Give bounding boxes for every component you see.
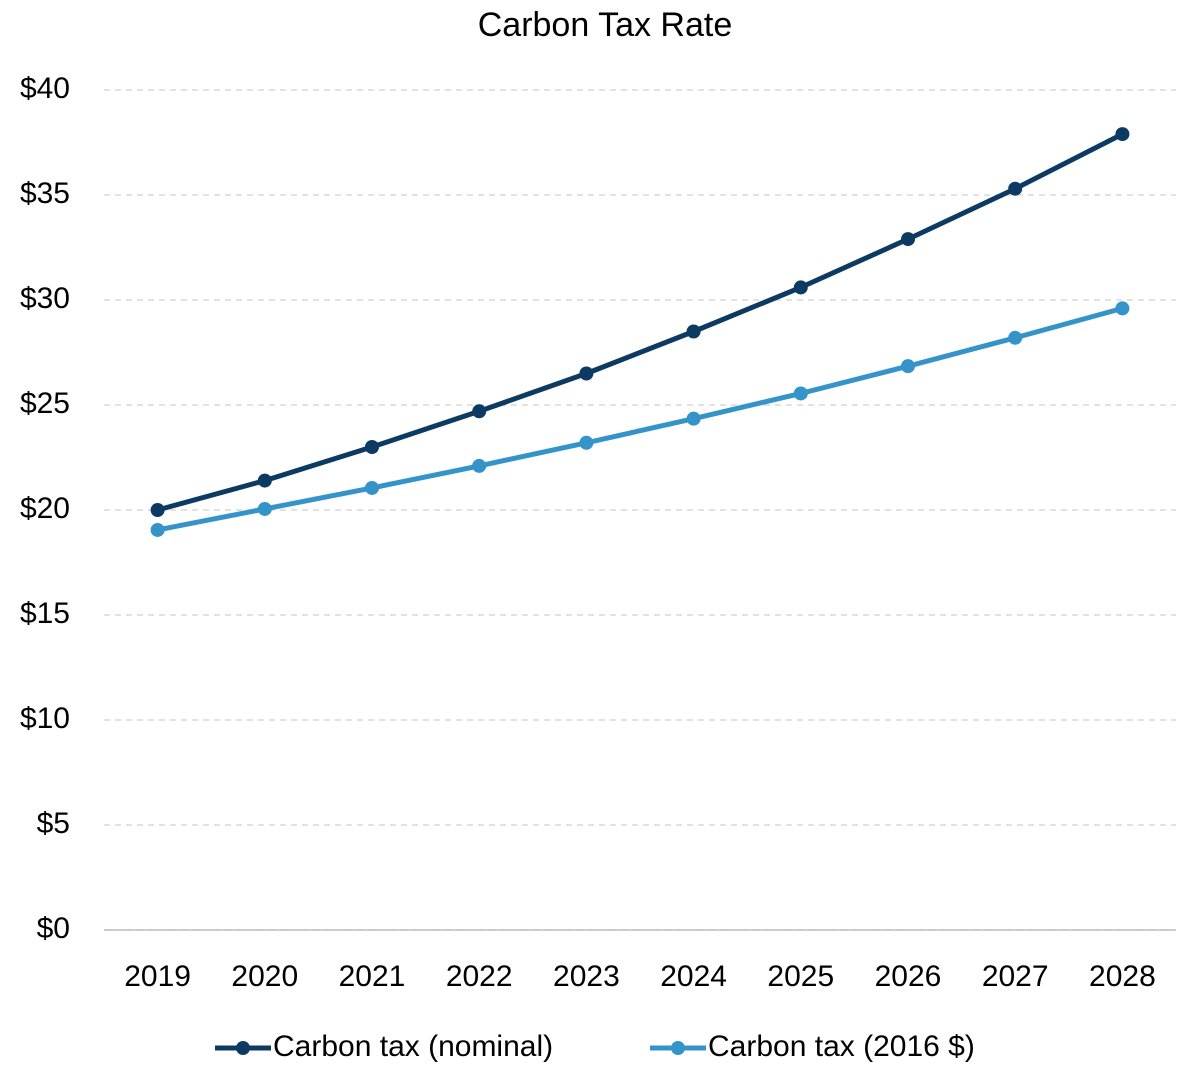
data-point bbox=[686, 324, 701, 339]
y-tick-label: $35 bbox=[20, 177, 70, 210]
x-tick-label: 2021 bbox=[339, 960, 406, 993]
x-tick-label: 2023 bbox=[553, 960, 620, 993]
y-tick-label: $5 bbox=[37, 807, 70, 840]
series-line bbox=[157, 305, 1124, 533]
data-point bbox=[150, 503, 165, 517]
legend-marker bbox=[671, 1041, 685, 1055]
x-tick-label: 2027 bbox=[982, 960, 1049, 993]
data-point bbox=[1008, 330, 1023, 345]
data-point bbox=[1115, 127, 1130, 142]
y-tick-label: $30 bbox=[20, 282, 70, 315]
x-tick-label: 2026 bbox=[875, 960, 942, 993]
data-point bbox=[257, 473, 272, 488]
data-point bbox=[257, 501, 272, 516]
x-tick-label: 2028 bbox=[1089, 960, 1156, 993]
data-point bbox=[901, 359, 915, 374]
data-point bbox=[472, 404, 487, 419]
y-tick-label: $25 bbox=[20, 387, 70, 420]
data-point bbox=[365, 440, 379, 454]
x-tick-label: 2024 bbox=[660, 960, 727, 993]
data-point bbox=[150, 522, 165, 537]
x-tick-label: 2020 bbox=[231, 960, 298, 993]
y-tick-label: $40 bbox=[20, 72, 70, 105]
y-tick-label: $20 bbox=[20, 492, 70, 525]
data-point bbox=[686, 411, 701, 426]
data-point bbox=[793, 280, 808, 295]
data-point bbox=[901, 232, 915, 247]
legend-marker bbox=[236, 1041, 250, 1055]
y-tick-label: $15 bbox=[20, 597, 70, 630]
data-point bbox=[365, 480, 379, 495]
data-point bbox=[472, 458, 487, 473]
data-point bbox=[1115, 301, 1130, 316]
x-tick-label: 2022 bbox=[446, 960, 513, 993]
x-tick-label: 2025 bbox=[767, 960, 834, 993]
data-point bbox=[793, 386, 808, 401]
data-point bbox=[579, 435, 594, 450]
y-tick-label: $10 bbox=[20, 702, 70, 735]
x-tick-label: 2019 bbox=[124, 960, 191, 993]
y-tick-label: $0 bbox=[37, 912, 70, 945]
legend-label: Carbon tax (2016 $) bbox=[708, 1030, 975, 1063]
chart-title: Carbon Tax Rate bbox=[478, 6, 733, 44]
legend-label: Carbon tax (nominal) bbox=[273, 1030, 553, 1063]
data-point bbox=[1008, 181, 1023, 196]
series-line bbox=[156, 131, 1124, 513]
data-point bbox=[579, 366, 594, 381]
